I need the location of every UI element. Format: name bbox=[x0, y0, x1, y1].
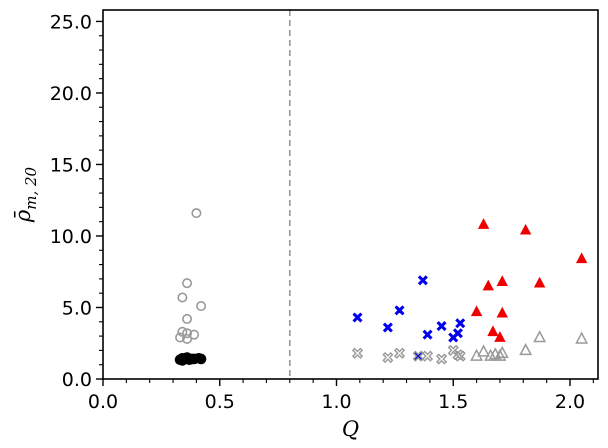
data-point-triangle-filled bbox=[519, 223, 532, 235]
data-point-circle-open bbox=[182, 333, 193, 344]
data-point-x-filled bbox=[452, 328, 463, 339]
data-point-triangle-filled bbox=[482, 279, 494, 291]
data-point-circle-open bbox=[182, 278, 193, 289]
data-point-circle-open bbox=[182, 328, 193, 339]
data-point-triangle-filled bbox=[470, 305, 483, 317]
data-point-x-open bbox=[393, 347, 406, 359]
data-point-triangle-filled bbox=[496, 306, 508, 318]
data-point-triangle-filled bbox=[575, 252, 588, 264]
y-axis-label-subscript: m, 20 bbox=[22, 166, 40, 209]
data-point-triangle-filled bbox=[477, 218, 490, 229]
x-tick-label: 1.0 bbox=[321, 391, 351, 413]
x-axis-label: Q bbox=[342, 417, 359, 441]
data-point-x-filled bbox=[413, 351, 424, 362]
y-tick-label: 25.0 bbox=[50, 11, 92, 33]
y-tick-label: 0.0 bbox=[62, 369, 92, 391]
data-point-circle-open bbox=[189, 329, 200, 340]
y-axis-label: ρ̄m, 20 bbox=[11, 166, 40, 223]
x-tick-label: 1.5 bbox=[438, 391, 468, 413]
plot-frame bbox=[102, 9, 599, 380]
data-point-x-filled bbox=[394, 305, 405, 316]
data-point-circle-filled bbox=[177, 355, 188, 366]
data-point-triangle-open bbox=[493, 348, 507, 361]
data-point-x-open bbox=[435, 353, 448, 365]
data-point-triangle-filled bbox=[494, 331, 506, 342]
data-point-x-open bbox=[412, 350, 424, 362]
data-point-x-open bbox=[454, 350, 466, 362]
data-markers bbox=[174, 208, 589, 366]
data-point-x-filled bbox=[422, 329, 433, 340]
data-point-x-filled bbox=[382, 322, 393, 333]
data-point-x-open bbox=[351, 347, 364, 359]
data-point-triangle-open bbox=[484, 348, 498, 361]
x-tick-label: 0.0 bbox=[88, 391, 118, 413]
data-point-circle-open bbox=[177, 292, 188, 303]
data-point-circle-open bbox=[196, 301, 207, 312]
y-axis-label-main: ρ̄ bbox=[11, 209, 35, 223]
data-point-circle-filled bbox=[195, 353, 207, 365]
y-tick-label: 15.0 bbox=[50, 154, 92, 176]
y-axis-ticks: 0.0 5.0 10.0 15.0 20.0 25.0 bbox=[50, 11, 103, 391]
data-point-triangle-filled bbox=[496, 275, 508, 287]
data-point-circle-open bbox=[191, 208, 202, 219]
data-point-x-filled bbox=[455, 318, 466, 329]
data-point-circle-open bbox=[177, 326, 188, 337]
data-point-triangle-filled bbox=[487, 325, 499, 337]
data-point-x-filled bbox=[417, 275, 428, 286]
x-tick-label: 0.5 bbox=[205, 391, 235, 413]
y-tick-label: 5.0 bbox=[62, 297, 92, 319]
data-point-x-open bbox=[382, 351, 394, 364]
x-axis-ticks: 0.0 0.5 1.0 1.5 2.0 bbox=[88, 379, 594, 413]
data-point-x-filled bbox=[436, 321, 447, 332]
data-point-triangle-filled bbox=[533, 276, 546, 288]
data-point-circle-open bbox=[175, 332, 186, 343]
data-point-triangle-open bbox=[519, 342, 533, 356]
data-point-triangle-open bbox=[533, 330, 547, 343]
y-tick-label: 10.0 bbox=[50, 226, 92, 248]
x-tick-label: 2.0 bbox=[555, 391, 585, 413]
data-point-triangle-open bbox=[575, 331, 589, 344]
data-point-triangle-open bbox=[477, 344, 491, 357]
data-point-x-open bbox=[421, 350, 434, 362]
data-point-x-filled bbox=[352, 312, 363, 323]
y-tick-label: 20.0 bbox=[50, 83, 92, 105]
data-point-circle-open bbox=[182, 313, 193, 324]
